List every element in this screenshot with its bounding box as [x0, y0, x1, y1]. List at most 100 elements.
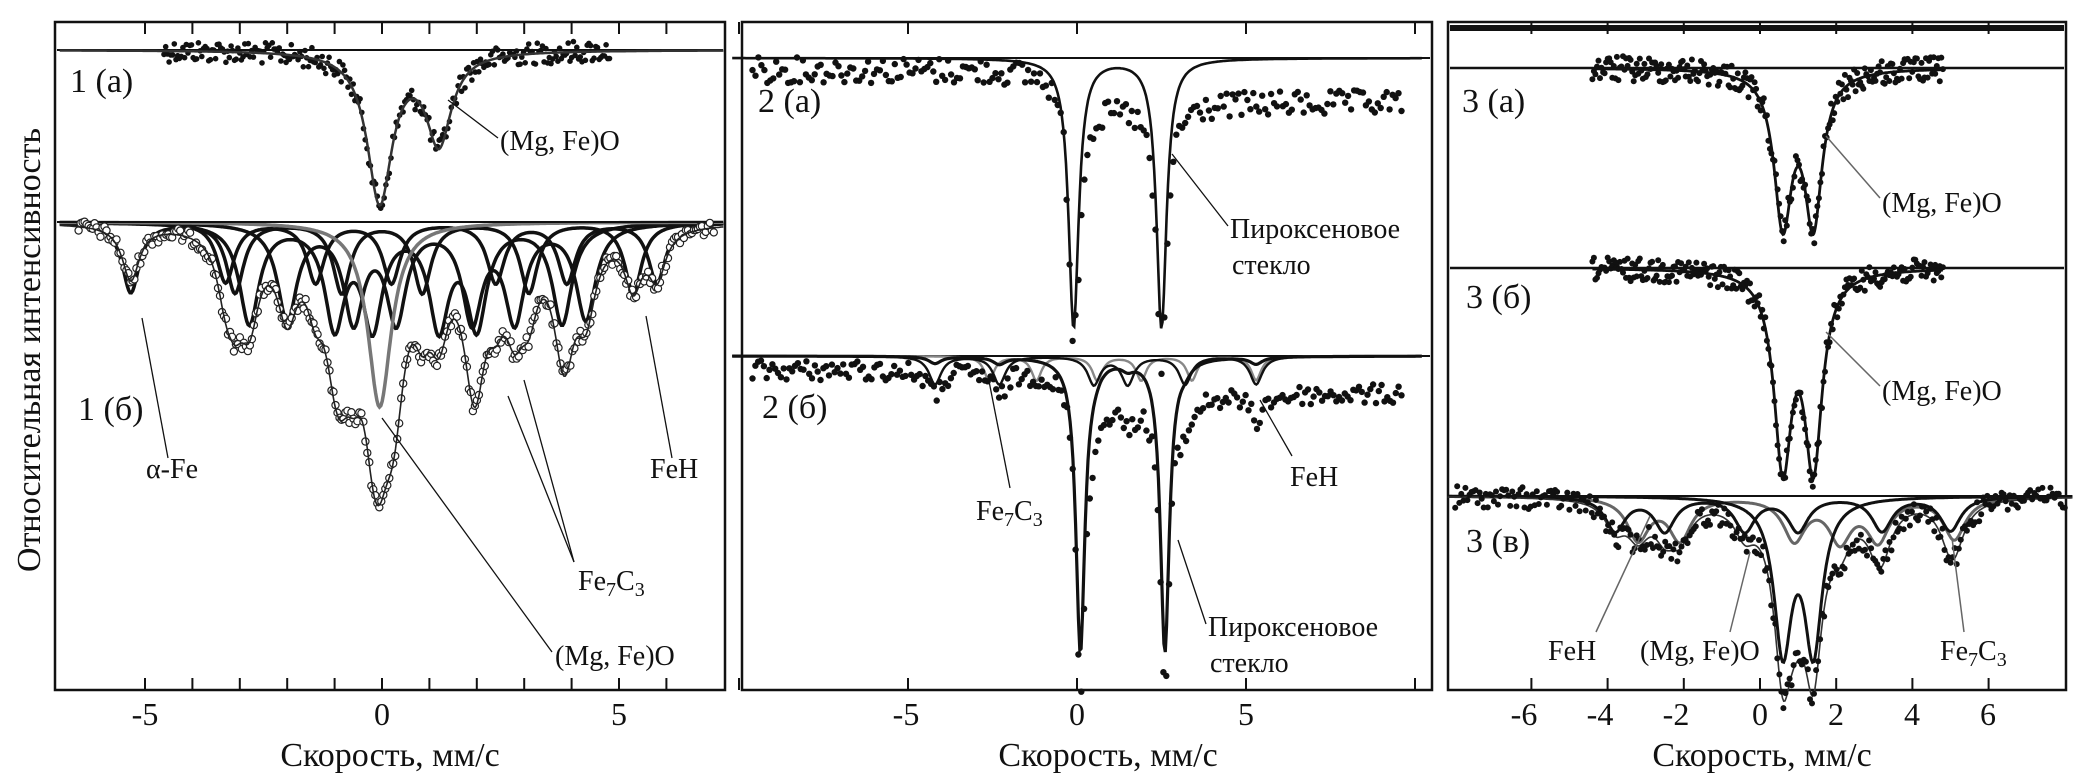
data-point	[770, 75, 777, 82]
data-point	[1225, 399, 1232, 406]
data-point	[1535, 501, 1542, 507]
y-axis-title: Относительная интенсивность	[11, 128, 48, 572]
data-point	[1095, 437, 1102, 444]
data-point	[1241, 88, 1248, 96]
data-point	[1375, 387, 1383, 395]
annot-2b-feh: FeH	[1290, 462, 1338, 493]
data-point	[1507, 502, 1514, 509]
data-point	[1679, 57, 1686, 64]
data-point	[1611, 531, 1618, 538]
data-point	[1780, 705, 1787, 712]
data-point	[1655, 257, 1662, 264]
data-point	[1299, 400, 1306, 408]
panel-3-x-axis-title: Скорость, мм/с	[1652, 737, 1871, 774]
data-point	[1509, 488, 1516, 495]
data-point	[789, 368, 796, 375]
data-point	[1809, 483, 1816, 490]
panel-1-plot	[57, 38, 724, 512]
data-point	[1704, 265, 1711, 272]
data-point	[1875, 63, 1882, 70]
data-point	[749, 66, 756, 74]
data-point	[1861, 65, 1868, 72]
annot-1b-mgfeo: (Mg, Fe)O	[555, 641, 675, 672]
data-point	[1543, 501, 1550, 508]
data-point	[1656, 544, 1663, 551]
data-point	[1392, 389, 1400, 397]
data-point	[1367, 385, 1374, 393]
data-point	[1794, 157, 1801, 164]
data-point	[1666, 543, 1673, 550]
data-point	[517, 61, 523, 67]
data-points-3b	[1589, 254, 1946, 490]
data-point	[1984, 492, 1991, 499]
data-point	[838, 72, 845, 79]
data-point	[1932, 261, 1939, 268]
data-point	[1086, 495, 1094, 502]
data-point	[1288, 106, 1296, 113]
data-point	[1259, 92, 1266, 99]
data-point	[1676, 549, 1683, 556]
data-point	[188, 42, 195, 48]
data-point	[1749, 534, 1756, 541]
panel-3-xtick-label: 6	[1980, 696, 1996, 732]
data-point	[927, 59, 934, 67]
data-point	[1033, 78, 1041, 86]
data-point	[1171, 460, 1179, 467]
data-point	[868, 376, 875, 383]
data-point	[1371, 109, 1379, 116]
data-point	[1652, 533, 1658, 540]
panel-1-xtick-label: 5	[611, 696, 627, 732]
data-point	[1035, 383, 1042, 390]
data-point	[1760, 543, 1767, 550]
panel-1-x-axis-title: Скорость, мм/с	[280, 737, 499, 774]
data-point	[1116, 111, 1124, 118]
data-point	[867, 79, 875, 87]
data-point	[841, 78, 848, 86]
data-point	[1137, 417, 1145, 424]
data-point	[1644, 275, 1651, 281]
data-point	[1114, 406, 1122, 413]
annot-3c-fe7c3: Fe7C3	[1940, 636, 2007, 671]
data-point	[1374, 100, 1382, 107]
data-point	[1828, 100, 1835, 107]
data-point	[1804, 666, 1811, 673]
panel-1-ticks	[144, 22, 668, 690]
data-point	[1075, 651, 1082, 658]
data-point	[1841, 71, 1848, 78]
data-point	[465, 64, 472, 71]
data-point	[956, 75, 964, 82]
data-point	[1747, 280, 1753, 287]
data-point	[1974, 499, 1981, 506]
data-point	[1113, 98, 1121, 105]
data-point	[1707, 282, 1714, 289]
panel-2-xtick-label: 0	[1069, 696, 1085, 732]
data-point	[1267, 404, 1275, 411]
data-point	[166, 59, 172, 65]
annot-2b-glass-1: Пироксеновое	[1208, 612, 1378, 643]
data-point	[882, 71, 890, 79]
data-point	[1776, 671, 1783, 678]
data-point	[1030, 70, 1038, 77]
data-point	[1827, 575, 1834, 582]
panel-2: -5 0 5 Скорость, мм/с 2 (а) 2 (б) Пирокс…	[732, 20, 1434, 774]
data-point	[1672, 540, 1679, 547]
data-point	[1327, 88, 1334, 95]
panel-1-frame	[53, 20, 727, 692]
data-point	[1662, 77, 1669, 84]
data-point	[1843, 544, 1850, 551]
panel-3-plot	[1447, 53, 2073, 712]
data-point	[1484, 504, 1491, 511]
data-point	[998, 383, 1006, 390]
data-point	[1007, 384, 1014, 391]
data-point	[1724, 63, 1731, 70]
data-point	[909, 70, 916, 77]
data-point	[1872, 77, 1879, 84]
data-point	[1620, 269, 1626, 276]
annot-3a-mgfeo: (Mg, Fe)O	[1882, 188, 2002, 219]
data-point	[1084, 151, 1091, 159]
data-point	[1174, 444, 1181, 451]
data-point	[1038, 376, 1045, 383]
data-point	[1202, 391, 1210, 398]
data-point	[1994, 500, 2001, 507]
data-point	[1024, 66, 1032, 74]
